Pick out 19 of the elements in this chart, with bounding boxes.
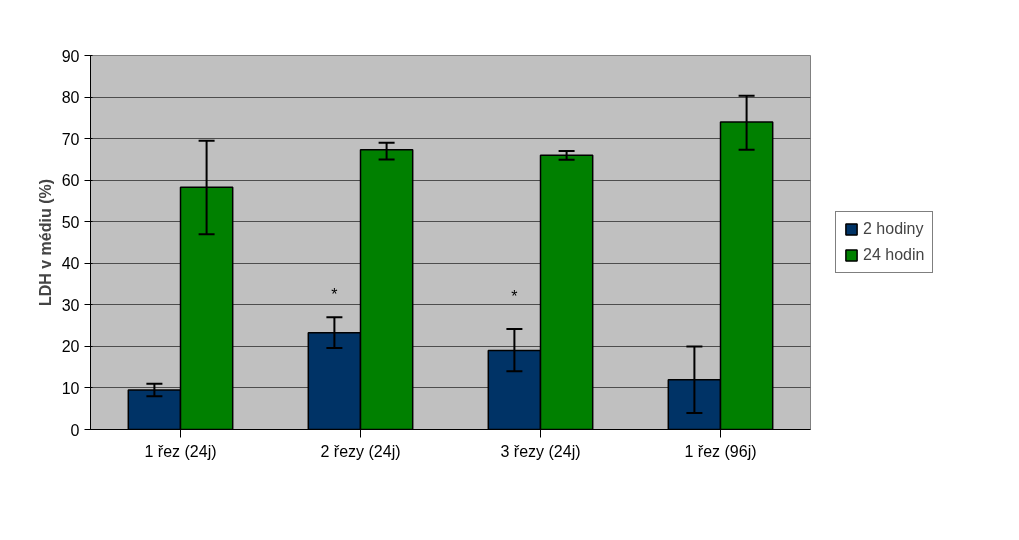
x-tick-label: 3 řezy (24j): [500, 442, 581, 460]
y-tick-label: 0: [70, 421, 80, 439]
y-tick-label: 30: [61, 296, 80, 314]
x-tick-label: 1 řez (24j): [144, 442, 217, 460]
y-tick-label: 80: [61, 89, 80, 107]
annotation: *: [331, 285, 338, 303]
x-tick-label: 1 řez (96j): [684, 442, 757, 460]
annotation: *: [511, 288, 518, 306]
y-axis-title: LDH v médiu (%): [36, 178, 54, 307]
y-tick-label: 60: [61, 172, 80, 190]
y-tick-label: 70: [61, 130, 80, 148]
y-tick-label: 90: [61, 47, 80, 65]
y-tick-label: 20: [61, 338, 80, 356]
y-tick-label: 10: [61, 379, 80, 397]
legend-label: 24 hodin: [863, 246, 925, 264]
x-tick-label: 2 řezy (24j): [320, 442, 401, 460]
y-tick-label: 40: [61, 255, 80, 273]
y-tick-label: 50: [61, 213, 80, 231]
legend-label: 2 hodiny: [863, 220, 924, 238]
